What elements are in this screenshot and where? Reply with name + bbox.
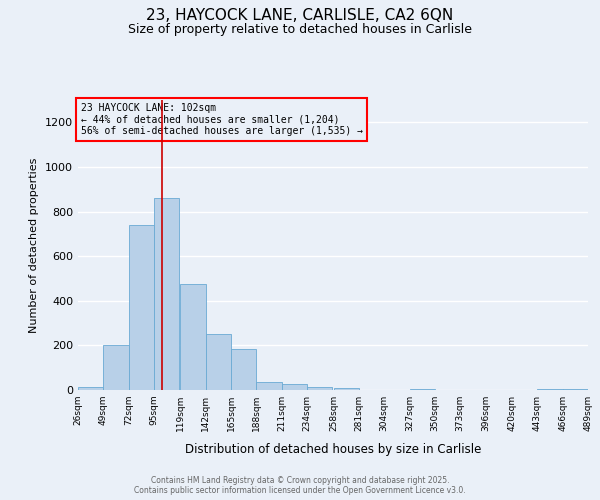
Bar xyxy=(181,284,206,390)
Text: 23 HAYCOCK LANE: 102sqm
← 44% of detached houses are smaller (1,204)
56% of semi: 23 HAYCOCK LANE: 102sqm ← 44% of detache… xyxy=(80,103,362,136)
Bar xyxy=(128,225,154,390)
Bar xyxy=(334,388,359,390)
Bar xyxy=(231,349,256,390)
Bar xyxy=(206,334,231,390)
Bar xyxy=(78,387,103,390)
Bar xyxy=(256,382,282,390)
Bar xyxy=(410,389,435,390)
Bar xyxy=(103,346,128,390)
Text: 23, HAYCOCK LANE, CARLISLE, CA2 6QN: 23, HAYCOCK LANE, CARLISLE, CA2 6QN xyxy=(146,8,454,22)
Bar xyxy=(282,384,307,390)
Bar xyxy=(307,386,332,390)
Bar xyxy=(154,198,179,390)
Text: Contains HM Land Registry data © Crown copyright and database right 2025.
Contai: Contains HM Land Registry data © Crown c… xyxy=(134,476,466,495)
Bar xyxy=(538,389,563,390)
Text: Size of property relative to detached houses in Carlisle: Size of property relative to detached ho… xyxy=(128,22,472,36)
Text: Distribution of detached houses by size in Carlisle: Distribution of detached houses by size … xyxy=(185,442,481,456)
Y-axis label: Number of detached properties: Number of detached properties xyxy=(29,158,40,332)
Bar xyxy=(563,389,588,390)
